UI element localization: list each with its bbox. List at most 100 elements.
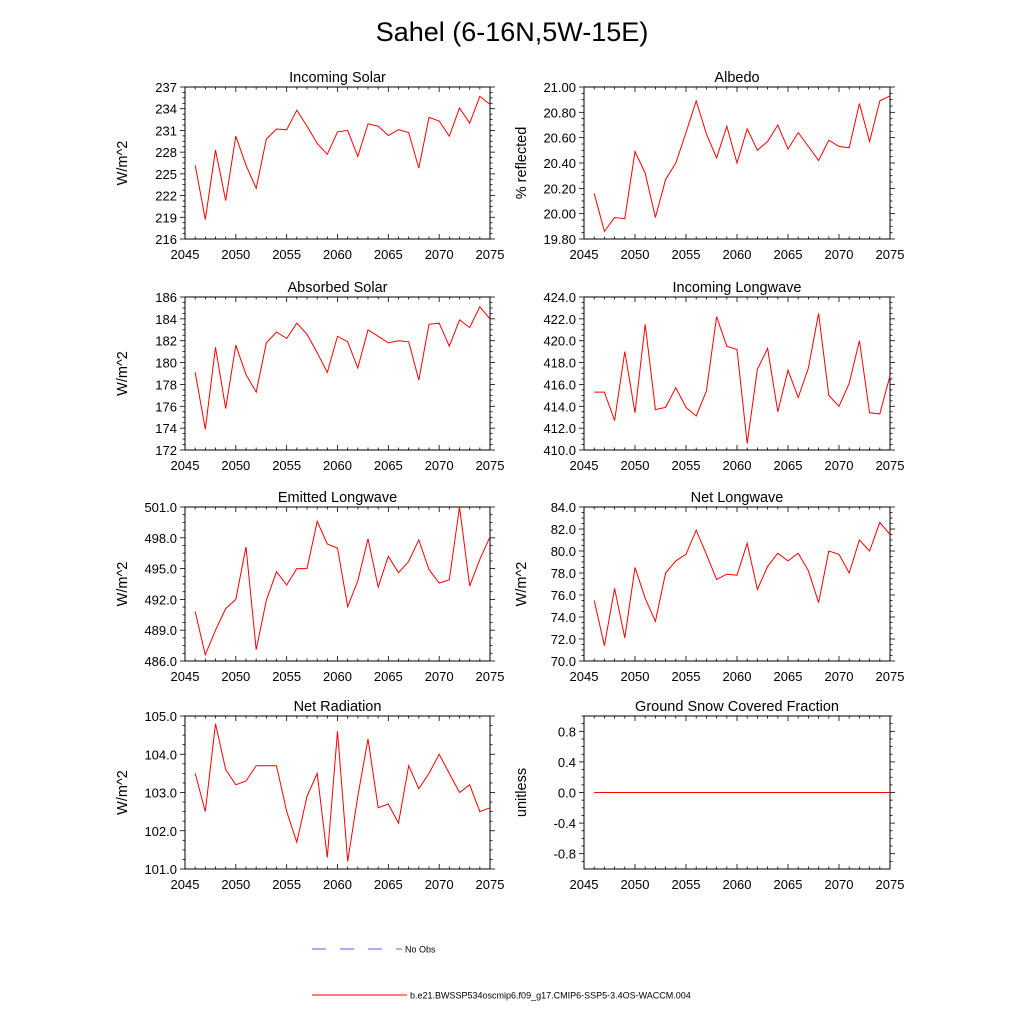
net-longwave-ytick-label: 76.0 xyxy=(551,588,576,603)
incoming-solar-xtick-label: 2065 xyxy=(374,247,403,262)
emitted-longwave-ytick-label: 498.0 xyxy=(144,531,177,546)
net-longwave-ytick-label: 70.0 xyxy=(551,654,576,669)
incoming-solar-ytick-label: 237 xyxy=(155,80,177,95)
albedo-ytick-label: 20.20 xyxy=(543,181,576,196)
ground-snow-covered-fraction-ytick-label: 0.4 xyxy=(558,755,576,770)
albedo-xtick-label: 2055 xyxy=(672,247,701,262)
absorbed-solar-ytick-label: 176 xyxy=(155,399,177,414)
incoming-solar-xtick-label: 2070 xyxy=(425,247,454,262)
net-longwave-ylabel: W/m^2 xyxy=(514,562,530,607)
net-radiation-ytick-label: 102.0 xyxy=(144,824,177,839)
legend: No Obs b.e21.BWSSP534oscmip6.f09_g17.CMI… xyxy=(312,945,691,1001)
net-radiation-xtick-label: 2055 xyxy=(272,877,301,892)
ground-snow-covered-fraction-ytick-label: 0.8 xyxy=(558,724,576,739)
net-longwave-frame xyxy=(583,506,891,662)
emitted-longwave-series-line xyxy=(194,506,491,657)
emitted-longwave-title: Emitted Longwave xyxy=(278,490,397,506)
albedo-title: Albedo xyxy=(714,70,759,86)
albedo-ytick-label: 20.80 xyxy=(543,105,576,120)
emitted-longwave-xtick-label: 2055 xyxy=(272,669,301,684)
incoming-longwave-xtick-label: 2065 xyxy=(774,458,803,473)
panel-incoming-solar: Incoming Solar W/m^2 2045 2050 2055 2060 2065 2… xyxy=(115,70,504,262)
net-longwave-ytick-label: 72.0 xyxy=(551,632,576,647)
net-longwave-ytick-label: 84.0 xyxy=(551,500,576,515)
net-radiation-series-line xyxy=(194,723,491,862)
albedo-xtick-label: 2045 xyxy=(570,247,599,262)
incoming-solar-xtick-label: 2060 xyxy=(323,247,352,262)
absorbed-solar-ytick-label: 184 xyxy=(155,312,177,327)
emitted-longwave-xtick-label: 2065 xyxy=(374,669,403,684)
incoming-solar-ytick-label: 216 xyxy=(155,232,177,247)
net-radiation-xtick-label: 2065 xyxy=(374,877,403,892)
panels: Incoming Solar W/m^2 2045 2050 2055 2060 2065 2… xyxy=(115,70,904,892)
incoming-longwave-xtick-label: 2045 xyxy=(570,458,599,473)
albedo-ytick-label: 20.40 xyxy=(543,156,576,171)
ground-snow-covered-fraction-xtick-label: 2045 xyxy=(570,877,599,892)
incoming-solar-frame xyxy=(184,86,491,240)
net-longwave-series-line xyxy=(593,521,891,646)
incoming-solar-ytick-label: 228 xyxy=(155,145,177,160)
absorbed-solar-ytick-label: 172 xyxy=(155,443,177,458)
net-longwave-xtick-label: 2050 xyxy=(621,669,650,684)
incoming-longwave-ytick-label: 424.0 xyxy=(543,290,576,305)
emitted-longwave-xtick-label: 2060 xyxy=(323,669,352,684)
incoming-solar-ytick-label: 222 xyxy=(155,189,177,204)
incoming-longwave-ytick-label: 418.0 xyxy=(543,356,576,371)
legend-obs-label: No Obs xyxy=(405,945,436,955)
net-radiation-xtick-label: 2070 xyxy=(425,877,454,892)
net-longwave-xtick-label: 2075 xyxy=(876,669,905,684)
net-longwave-ytick-label: 82.0 xyxy=(551,522,576,537)
absorbed-solar-ytick-label: 178 xyxy=(155,377,177,392)
incoming-solar-series-line xyxy=(194,95,491,220)
panel-absorbed-solar: Absorbed Solar W/m^2 2045 2050 2055 2060 2065 2… xyxy=(115,280,504,473)
ground-snow-covered-fraction-xtick-label: 2075 xyxy=(876,877,905,892)
ground-snow-covered-fraction-ylabel: unitless xyxy=(514,768,530,817)
net-longwave-ytick-label: 80.0 xyxy=(551,544,576,559)
figure-title: Sahel (6-16N,5W-15E) xyxy=(376,17,649,47)
absorbed-solar-ytick-label: 180 xyxy=(155,356,177,371)
incoming-longwave-ytick-label: 412.0 xyxy=(543,421,576,436)
albedo-ylabel: % reflected xyxy=(514,127,530,200)
ground-snow-covered-fraction-xtick-label: 2060 xyxy=(723,877,752,892)
incoming-solar-title: Incoming Solar xyxy=(289,70,386,86)
albedo-ytick-label: 21.00 xyxy=(543,80,576,95)
net-longwave-xtick-label: 2070 xyxy=(825,669,854,684)
absorbed-solar-xtick-label: 2065 xyxy=(374,458,403,473)
absorbed-solar-frame xyxy=(184,296,491,451)
ground-snow-covered-fraction-ytick-label: -0.8 xyxy=(554,847,576,862)
incoming-solar-xtick-label: 2075 xyxy=(476,247,505,262)
incoming-solar-ytick-label: 234 xyxy=(155,102,177,117)
panel-ground-snow-covered-fraction: Ground Snow Covered Fraction unitless 2045… xyxy=(514,699,904,892)
incoming-longwave-ytick-label: 416.0 xyxy=(543,377,576,392)
incoming-longwave-ytick-label: 410.0 xyxy=(543,443,576,458)
albedo-series-line xyxy=(593,95,891,233)
net-radiation-xtick-label: 2060 xyxy=(323,877,352,892)
incoming-solar-xtick-label: 2050 xyxy=(221,247,250,262)
incoming-longwave-xtick-label: 2070 xyxy=(825,458,854,473)
incoming-longwave-ytick-label: 420.0 xyxy=(543,334,576,349)
albedo-ytick-label: 20.00 xyxy=(543,207,576,222)
net-radiation-ytick-label: 101.0 xyxy=(144,862,177,877)
albedo-xtick-label: 2060 xyxy=(723,247,752,262)
net-radiation-ytick-label: 105.0 xyxy=(144,709,177,724)
incoming-longwave-xtick-label: 2055 xyxy=(672,458,701,473)
absorbed-solar-ylabel: W/m^2 xyxy=(115,351,131,396)
ground-snow-covered-fraction-xtick-label: 2065 xyxy=(774,877,803,892)
ground-snow-covered-fraction-ytick-label: 0.0 xyxy=(558,786,576,801)
ground-snow-covered-fraction-xtick-label: 2070 xyxy=(825,877,854,892)
panel-incoming-longwave: Incoming Longwave 2045 2050 2055 2060 2065 207… xyxy=(543,280,904,473)
emitted-longwave-ytick-label: 492.0 xyxy=(144,592,177,607)
emitted-longwave-ytick-label: 486.0 xyxy=(144,654,177,669)
incoming-longwave-ytick-label: 422.0 xyxy=(543,312,576,327)
incoming-solar-ytick-label: 231 xyxy=(155,123,177,138)
absorbed-solar-title: Absorbed Solar xyxy=(288,280,388,296)
incoming-longwave-xtick-label: 2075 xyxy=(876,458,905,473)
albedo-xtick-label: 2075 xyxy=(876,247,905,262)
albedo-xtick-label: 2050 xyxy=(621,247,650,262)
net-radiation-title: Net Radiation xyxy=(294,699,382,715)
legend-model-label: b.e21.BWSSP534oscmip6.f09_g17.CMIP6-SSP5… xyxy=(410,991,691,1001)
panel-albedo: Albedo % reflected 2045 2050 2055 2060 2065 207… xyxy=(514,70,904,262)
panel-net-radiation: Net Radiation W/m^2 2045 2050 2055 2060 2065 20… xyxy=(115,699,504,892)
net-longwave-xtick-label: 2065 xyxy=(774,669,803,684)
